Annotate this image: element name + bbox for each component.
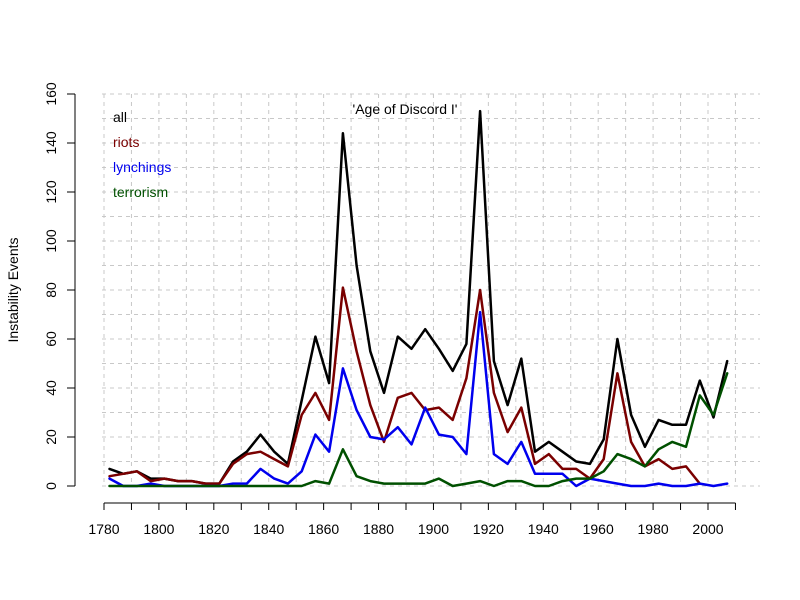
series-line-riots	[110, 288, 728, 484]
y-tick-label: 80	[43, 282, 59, 298]
legend-entry-riots: riots	[113, 134, 139, 150]
y-tick-label: 100	[43, 229, 59, 253]
x-tick-label: 1900	[418, 521, 449, 537]
x-tick-label: 1940	[528, 521, 559, 537]
y-tick-label: 40	[43, 380, 59, 396]
y-tick-label: 140	[43, 131, 59, 155]
legend-entry-all: all	[113, 109, 127, 125]
legend-entry-lynchings: lynchings	[113, 159, 171, 175]
x-tick-label: 1860	[308, 521, 339, 537]
series-line-terrorism	[108, 372, 729, 488]
y-tick-label: 120	[43, 180, 59, 204]
y-tick-label: 0	[43, 482, 59, 490]
legend: all riots lynchings terrorism	[113, 109, 171, 200]
x-tick-label: 1980	[638, 521, 669, 537]
x-tick-label: 1960	[583, 521, 614, 537]
x-tick-label: 1820	[198, 521, 229, 537]
y-tick-label: 20	[43, 429, 59, 445]
y-tick-label: 60	[43, 331, 59, 347]
x-tick-label: 1840	[253, 521, 284, 537]
y-axis-label: Instability Events	[5, 237, 21, 342]
x-tick-label: 2000	[692, 521, 723, 537]
axes: 0 20 40 60 80 100 120 140 160 1780 1800 1820 1840 186…	[43, 82, 736, 537]
x-tick-label: 1780	[88, 521, 119, 537]
x-tick-label: 1880	[363, 521, 394, 537]
grid	[102, 93, 760, 487]
legend-entry-terrorism: terrorism	[113, 184, 168, 200]
annotation-label: 'Age of Discord I'	[353, 101, 458, 117]
x-tick-label: 1920	[473, 521, 504, 537]
x-tick-label: 1800	[143, 521, 174, 537]
y-tick-label: 160	[43, 82, 59, 106]
series-lines	[108, 109, 729, 488]
